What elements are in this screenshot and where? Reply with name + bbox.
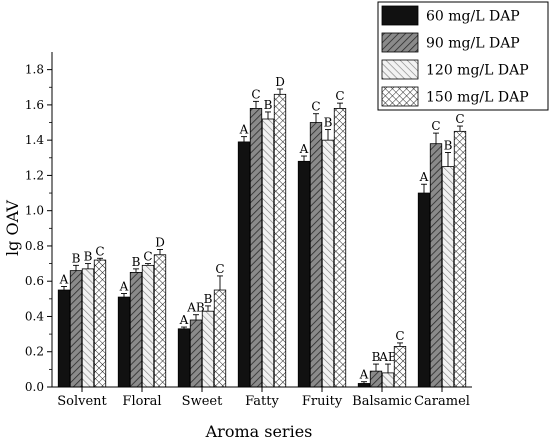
legend-swatch (381, 32, 419, 53)
bar (249, 108, 263, 388)
bar (453, 130, 467, 388)
y-tick-label: 1.0 (25, 204, 44, 218)
bar (429, 143, 443, 388)
axes: 0.0 0.2 0.4 0.6 0.8 1.0 1.2 1.4 1.6 1.8 Solvent Flo… (25, 52, 472, 409)
bar (321, 139, 335, 388)
x-tick-label: Balsamic (352, 394, 412, 409)
bar (369, 370, 383, 388)
bar (237, 141, 251, 388)
significance-label: A (359, 368, 369, 382)
bar (153, 254, 167, 388)
legend-swatch (381, 86, 419, 107)
bar (141, 264, 155, 388)
bar (81, 268, 95, 388)
bar (417, 192, 431, 388)
significance-label: B (204, 292, 213, 306)
y-tick-label: 0.6 (25, 274, 44, 288)
significance-label: C (215, 262, 224, 276)
significance-label: B (264, 98, 273, 112)
bar (129, 271, 143, 388)
significance-label: B (324, 116, 333, 130)
significance-label: C (95, 244, 104, 258)
significance-label: B (84, 250, 93, 264)
bar (57, 289, 71, 388)
significance-label: C (143, 250, 152, 264)
significance-label: A (179, 313, 189, 327)
x-tick-label: Fruity (302, 394, 343, 409)
significance-label: AB (186, 301, 205, 315)
x-tick-label: Solvent (57, 394, 107, 409)
bar (309, 122, 323, 388)
x-axis-title: Aroma series (205, 422, 313, 441)
significance-label: C (455, 112, 464, 126)
legend-label: 120 mg/L DAP (426, 63, 529, 79)
legend-swatch (381, 59, 419, 80)
legend: 60 mg/L DAP 90 mg/L DAP 120 mg/L DAP 150 mg… (377, 1, 549, 111)
significance-label: C (335, 89, 344, 103)
y-tick-label: 1.8 (25, 63, 44, 77)
bar (213, 289, 227, 388)
significance-label: C (311, 100, 320, 114)
y-tick-label: 0.8 (25, 239, 44, 253)
bar (297, 160, 311, 388)
legend-label: 150 mg/L DAP (426, 90, 529, 106)
significance-label: A (239, 123, 249, 137)
bar (261, 118, 275, 388)
bar (201, 310, 215, 388)
y-axis-title: lg OAV (3, 200, 22, 256)
legend-swatch (381, 5, 419, 26)
significance-label: D (155, 235, 165, 249)
y-tick-label: 0.4 (25, 309, 44, 323)
legend-label: 90 mg/L DAP (426, 36, 520, 52)
significance-label: A (419, 170, 429, 184)
y-tick-label: 1.6 (25, 98, 44, 112)
x-tick-label: Floral (122, 394, 161, 409)
bar (189, 319, 203, 388)
significance-label: B (372, 350, 381, 364)
bar (93, 259, 107, 388)
x-tick-label: Sweet (182, 394, 223, 409)
x-tick-label: Caramel (414, 394, 470, 409)
bar (333, 108, 347, 388)
x-tick-label: Fatty (245, 394, 279, 409)
significance-label: AB (378, 350, 397, 364)
significance-label: B (444, 139, 453, 153)
y-tick-label: 1.4 (25, 133, 44, 147)
significance-label: C (395, 329, 404, 343)
significance-label: B (72, 251, 81, 265)
bar (177, 328, 191, 388)
significance-label: A (119, 280, 129, 294)
bar (69, 270, 83, 388)
y-tick-label: 0.0 (25, 380, 44, 394)
bar (393, 346, 407, 388)
significance-label: B (132, 255, 141, 269)
bar (117, 296, 131, 388)
significance-label: A (299, 142, 309, 156)
y-tick-label: 0.2 (25, 345, 44, 359)
significance-label: C (251, 87, 260, 101)
bar (381, 372, 395, 388)
bar (441, 166, 455, 388)
significance-label: D (275, 75, 285, 89)
bar (357, 383, 371, 388)
bar (273, 93, 287, 388)
legend-label: 60 mg/L DAP (426, 9, 520, 25)
significance-label: A (59, 273, 69, 287)
y-tick-label: 1.2 (25, 168, 44, 182)
significance-label: C (431, 119, 440, 133)
